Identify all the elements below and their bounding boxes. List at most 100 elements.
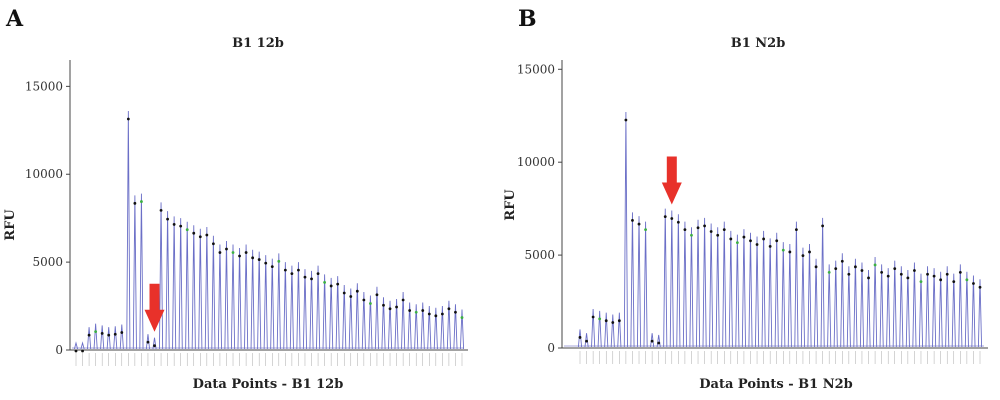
peak-bar (230, 244, 236, 350)
peak-bar (945, 266, 950, 348)
peak-bar (446, 300, 451, 350)
peak-marker (454, 310, 457, 314)
peak-bar (610, 314, 615, 348)
peak-bar (787, 243, 792, 348)
peak-bar (833, 260, 838, 348)
peak-bar (172, 216, 177, 350)
peak-bar (774, 232, 779, 348)
peak-marker (644, 228, 647, 232)
peak-bar (420, 302, 425, 350)
peak-marker (264, 261, 268, 265)
peak-bar (316, 265, 321, 350)
peak-bar (224, 241, 229, 350)
peak-bar (394, 299, 399, 350)
peak-bar (918, 273, 924, 348)
y-tick-label: 5000 (32, 255, 63, 269)
peak-marker (231, 251, 235, 254)
peak-bar (577, 329, 583, 348)
peak-marker (617, 319, 621, 323)
peak-marker (821, 224, 825, 228)
peak-marker (709, 230, 713, 233)
peak-bar (381, 297, 386, 350)
peak-bar (820, 217, 825, 348)
peak-bar (709, 223, 714, 348)
peak-bar (768, 238, 773, 348)
peak-marker (742, 235, 746, 239)
peak-marker (107, 333, 111, 337)
peak-marker (598, 317, 602, 321)
peak-marker (919, 280, 923, 284)
peak-marker (611, 321, 615, 324)
peak-marker (192, 231, 196, 235)
peak-marker (716, 233, 720, 237)
peak-marker (238, 254, 241, 258)
y-tick-label: 0 (55, 343, 63, 357)
peak-bar (87, 327, 92, 350)
peak-marker (854, 265, 857, 269)
peak-marker (126, 117, 130, 121)
peak-bar (433, 307, 438, 350)
peak-bar (604, 312, 609, 348)
peak-bar (951, 273, 956, 348)
peak-bar (145, 334, 151, 350)
peak-bar (630, 212, 635, 348)
peak-marker (722, 228, 726, 232)
x-axis-label: Data Points - B1 12b (193, 377, 344, 392)
y-axis-label: RFU (503, 189, 518, 221)
peak-marker (440, 312, 444, 316)
peak-bar (113, 326, 118, 350)
peak-marker (382, 303, 385, 307)
peak-marker (401, 298, 405, 302)
peak-marker (676, 220, 680, 224)
peak-bar (257, 251, 262, 350)
peak-bar (178, 218, 183, 350)
peak-bar (754, 236, 760, 348)
peak-marker (270, 265, 274, 269)
peak-marker (316, 272, 320, 276)
peak-marker (257, 258, 261, 261)
peak-marker (932, 274, 936, 278)
peak-marker (140, 200, 143, 203)
peak-bar (977, 279, 983, 348)
peak-bar (289, 265, 294, 350)
peak-bar (368, 295, 373, 350)
peak-bar (853, 258, 858, 348)
peak-bar (591, 308, 596, 348)
peak-bar (100, 325, 105, 350)
peak-marker (972, 282, 975, 285)
peak-bar (283, 262, 288, 350)
peak-marker (906, 276, 910, 280)
peak-marker (808, 250, 811, 254)
peak-marker (840, 259, 844, 263)
peak-bar (217, 244, 222, 350)
peak-bar (728, 230, 733, 348)
peak-marker (421, 309, 425, 312)
peak-marker (388, 307, 392, 311)
peak-marker (277, 259, 281, 263)
peak-marker (408, 309, 412, 312)
panel-a-letter: A (6, 6, 24, 32)
peak-marker (939, 278, 943, 282)
peak-marker (369, 302, 372, 305)
peak-marker (880, 270, 884, 274)
peak-marker (303, 275, 307, 279)
peak-marker (834, 267, 838, 271)
peak-bar (387, 300, 393, 350)
peak-bar (695, 219, 701, 348)
peak-marker (251, 256, 255, 260)
peak-marker (631, 218, 634, 222)
peak-marker (310, 277, 313, 281)
peak-bar (407, 302, 412, 350)
peak-marker (945, 272, 949, 276)
peak-bar (302, 269, 308, 350)
peak-bar (459, 309, 465, 350)
peak-marker (794, 228, 798, 232)
peak-bar (237, 248, 242, 350)
peak-marker (375, 293, 379, 297)
peak-marker (329, 284, 333, 288)
peak-bar (185, 221, 190, 350)
peak-marker (133, 201, 137, 205)
peak-marker (355, 289, 359, 293)
peak-bar (689, 227, 694, 348)
peak-bar (958, 264, 963, 348)
